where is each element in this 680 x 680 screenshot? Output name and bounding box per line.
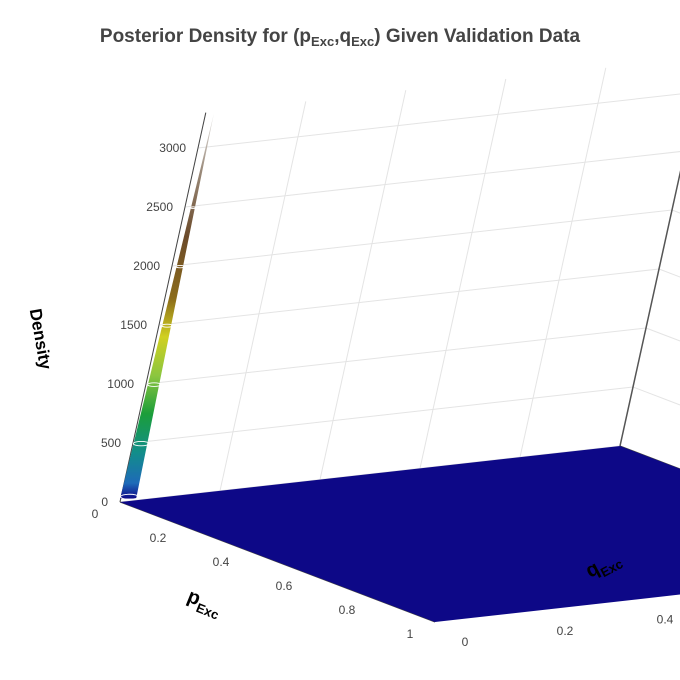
grid-line (519, 67, 607, 458)
grid-line (419, 78, 507, 469)
chart-title: Posterior Density for (pExc,qExc) Given … (0, 26, 680, 49)
tick-labels: 0 500 1000 1500 2000 2500 3000 0 0.2 0.4 0.6 0.8 1 0 0… (92, 141, 674, 649)
contour-ring (120, 493, 139, 500)
grid-line (219, 101, 307, 491)
y-tick-label: 0.4 (657, 613, 674, 627)
z-tick-label: 500 (101, 436, 121, 450)
peak-spike (120, 113, 214, 499)
z-tick-label: 2000 (133, 259, 160, 273)
x-axis-title: pExc (183, 585, 226, 622)
grid-line (645, 327, 680, 342)
density-peak (120, 113, 214, 500)
grid-line (658, 268, 680, 278)
y-tick-label: 0.2 (557, 624, 574, 638)
x-tick-label: 0.4 (213, 555, 230, 569)
z-tick-label: 1000 (107, 377, 134, 391)
surface-floor (120, 446, 680, 622)
x-tick-label: 0.2 (150, 531, 167, 545)
title-suffix: ) Given Validation Data (374, 26, 581, 47)
z-tick-label: 2500 (146, 200, 173, 214)
z-axis-title: Density (26, 307, 55, 371)
z-tick-label: 3000 (159, 141, 186, 155)
x-tick-label: 0.8 (339, 603, 356, 617)
contour-ring (147, 382, 162, 387)
contour-ring (175, 265, 185, 269)
grid-line (132, 386, 634, 444)
x-tick-label: 0.6 (276, 579, 293, 593)
surface (120, 446, 680, 622)
z-axis-line (119, 112, 207, 503)
contour-ring (189, 206, 197, 209)
y-tick-label: 0 (462, 635, 469, 649)
title-prefix: Posterior Density for (p (99, 26, 312, 47)
title-p-subscript: Exc (311, 34, 335, 49)
z-tick-label: 1500 (120, 318, 147, 332)
back-edge-line (619, 170, 680, 447)
contour-ring (132, 441, 150, 447)
title-comma-q: ,q (334, 26, 352, 47)
grid-line (145, 327, 647, 385)
contour-ring (161, 323, 173, 328)
title-q-subscript: Exc (351, 34, 375, 49)
x-axis-title-sub: Exc (194, 600, 221, 623)
z-tick-label: 0 (101, 495, 108, 509)
x-tick-label: 1 (407, 627, 414, 641)
grid-line (158, 268, 660, 326)
grid-line (184, 151, 680, 208)
x-tick-label: 0 (92, 507, 99, 521)
grid-line (671, 209, 680, 214)
grid-line (171, 209, 673, 267)
grid-line (197, 93, 680, 149)
grid-line (319, 90, 407, 480)
